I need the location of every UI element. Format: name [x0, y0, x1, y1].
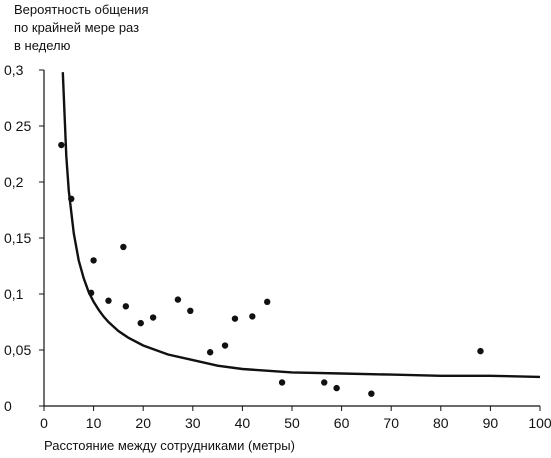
- y-tick-label: 0,15: [4, 230, 31, 246]
- y-axis-label-line-1: Вероятность общения: [14, 2, 149, 17]
- y-tick-label: 0,1: [4, 286, 24, 302]
- x-tick-label: 80: [433, 415, 449, 431]
- y-axis-label-line-2: по крайней мере раз: [14, 20, 139, 35]
- x-axis-label: Расстояние между сотрудниками (метры): [44, 438, 295, 453]
- data-point: [231, 315, 239, 322]
- data-point: [122, 303, 130, 310]
- axis-ticks: 0 10 20 30 40 50 60 70 80 90 100 0 0,05 0,1 0,15 0,2 0 2…: [4, 62, 551, 431]
- x-tick-label: 0: [40, 415, 48, 431]
- data-point: [477, 347, 484, 355]
- data-point: [187, 307, 194, 314]
- x-tick-label: 30: [185, 415, 201, 431]
- x-tick-label: 90: [483, 415, 499, 431]
- y-tick-label: 0: [4, 398, 12, 414]
- data-point: [105, 297, 112, 304]
- x-tick-label: 20: [135, 415, 151, 431]
- data-point: [174, 296, 182, 303]
- data-point: [120, 243, 127, 251]
- data-point: [321, 379, 328, 386]
- data-point: [206, 349, 214, 356]
- data-point: [149, 314, 157, 321]
- y-tick-label: 0,05: [4, 342, 31, 358]
- data-point: [68, 195, 75, 202]
- y-tick-label: 0,2: [4, 174, 24, 190]
- x-tick-label: 50: [284, 415, 300, 431]
- data-point: [264, 298, 271, 306]
- data-point: [90, 257, 97, 264]
- data-point: [137, 319, 144, 327]
- data-point: [87, 289, 95, 297]
- y-tick-label: 0,3: [4, 62, 24, 78]
- y-tick-label: 0 25: [4, 118, 31, 134]
- x-tick-label: 70: [383, 415, 399, 431]
- x-tick-label: 60: [334, 415, 350, 431]
- data-point: [221, 342, 229, 349]
- x-tick-label: 40: [235, 415, 251, 431]
- data-point: [333, 384, 340, 392]
- y-axis-label-line-3: в неделю: [14, 38, 71, 53]
- data-points: [58, 141, 484, 397]
- data-point: [368, 390, 375, 397]
- data-point: [58, 141, 65, 149]
- x-tick-label: 10: [86, 415, 102, 431]
- trend-curve: [61, 72, 541, 379]
- x-tick-label: 100: [528, 415, 551, 431]
- data-point: [278, 379, 286, 386]
- data-point: [249, 313, 256, 320]
